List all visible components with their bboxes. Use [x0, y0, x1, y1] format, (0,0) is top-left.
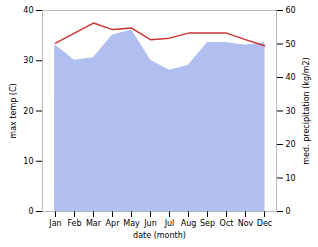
svg-text:Apr: Apr: [106, 219, 121, 228]
svg-text:date (month): date (month): [133, 231, 186, 240]
svg-text:10: 10: [286, 174, 296, 183]
svg-text:Mar: Mar: [86, 219, 102, 228]
svg-text:60: 60: [286, 6, 296, 15]
svg-text:20: 20: [286, 140, 296, 149]
svg-text:max temp (C): max temp (C): [9, 83, 18, 138]
svg-text:20: 20: [23, 107, 33, 116]
svg-text:Sep: Sep: [200, 219, 215, 228]
svg-text:0: 0: [286, 207, 291, 216]
svg-text:Dec: Dec: [257, 219, 272, 228]
svg-text:Jul: Jul: [164, 219, 175, 228]
svg-text:Jan: Jan: [48, 219, 61, 228]
svg-text:May: May: [123, 219, 140, 228]
svg-text:med. precipitation (kg/m2): med. precipitation (kg/m2): [302, 57, 311, 164]
svg-text:30: 30: [23, 56, 33, 65]
svg-text:0: 0: [28, 207, 33, 216]
svg-text:50: 50: [286, 40, 296, 49]
svg-text:40: 40: [23, 6, 33, 15]
svg-text:40: 40: [286, 73, 296, 82]
svg-text:Jun: Jun: [143, 219, 157, 228]
svg-text:Feb: Feb: [67, 219, 81, 228]
svg-text:30: 30: [286, 107, 296, 116]
svg-text:Nov: Nov: [238, 219, 254, 228]
svg-text:Oct: Oct: [220, 219, 234, 228]
svg-text:Aug: Aug: [181, 219, 197, 228]
svg-text:10: 10: [23, 157, 33, 166]
